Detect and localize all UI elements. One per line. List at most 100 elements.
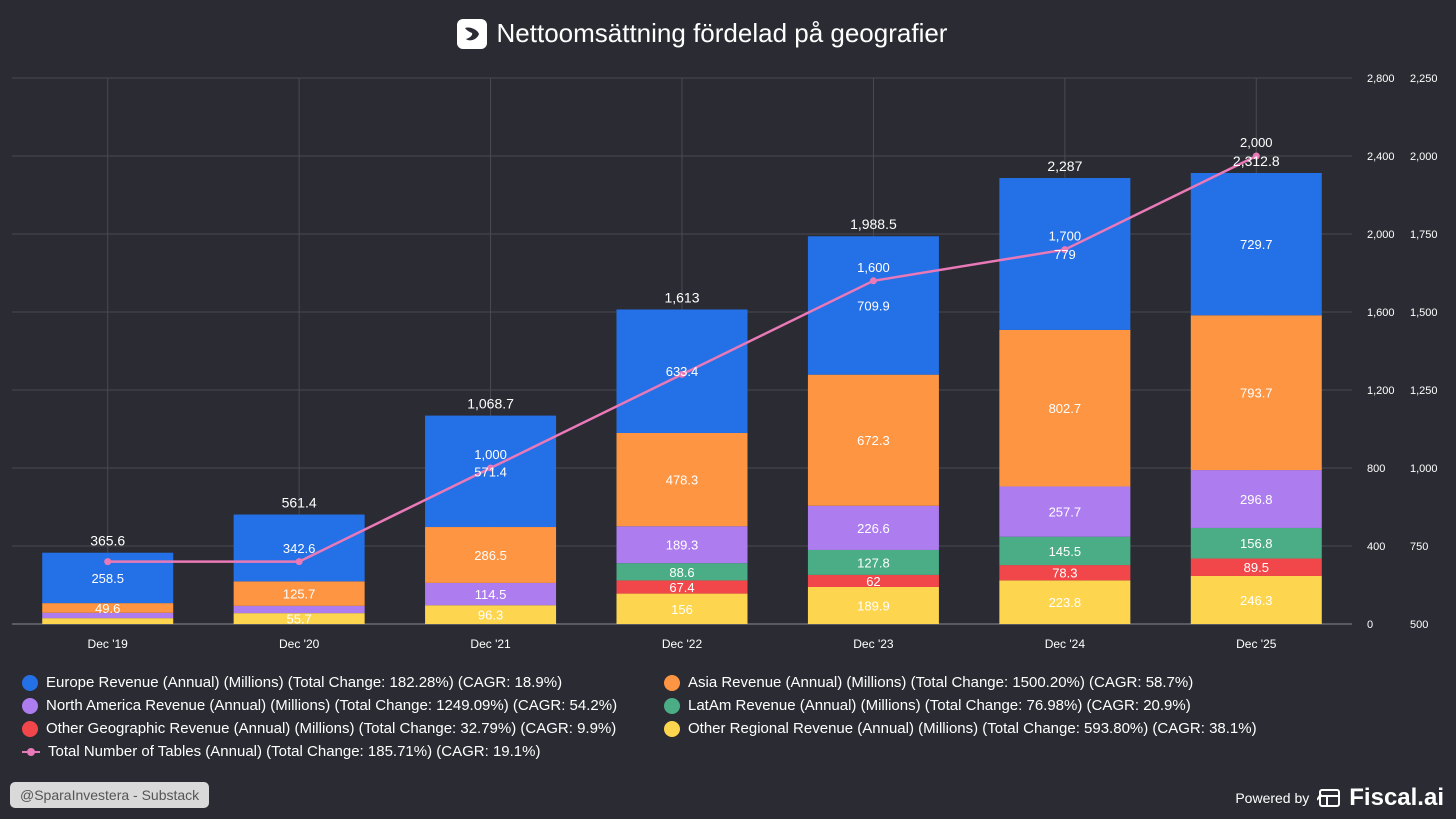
right-axis-tick: 750 [1410,541,1428,553]
bar-segment [999,178,1131,330]
bar-total-label: 365.6 [90,533,125,549]
bar-segment [233,514,365,582]
bar-total-label: 2,287 [1047,158,1082,174]
bar-segment-label: 257.7 [1049,505,1082,520]
legend-marker-icon [22,744,40,760]
bar-segment [807,574,939,587]
legend-marker-icon [22,674,38,691]
bar-segment [1190,527,1322,559]
right-axis-tick: 2,250 [1410,73,1438,85]
legend-item[interactable]: Total Number of Tables (Annual) (Total C… [22,742,664,761]
line-point [1061,246,1069,254]
bar-segment-label: 62 [866,574,880,589]
legend-label: Asia Revenue (Annual) (Millions) (Total … [688,674,1194,691]
bar-segment-label: 223.8 [1049,595,1082,610]
bar-segment [1190,558,1322,576]
axes: 0 400 800 1,200 1,600 2,000 2,400 2,800 500 750 1,… [88,73,1438,651]
legend-item[interactable]: Other Regional Revenue (Annual) (Million… [664,719,1306,738]
bar-segment-label: 156.8 [1240,536,1273,551]
bar-segment-label: 78.3 [1052,566,1077,581]
line-series [104,152,1260,566]
legend: Europe Revenue (Annual) (Millions) (Tota… [22,673,1322,761]
bar-segment-label: 114.5 [475,587,507,602]
fiscal-logo-icon [1317,789,1341,807]
bar-segment [1190,173,1322,316]
legend-item[interactable]: North America Revenue (Annual) (Millions… [22,696,664,715]
bar-segment-label: 258.5 [91,571,124,586]
bar-segment-label: 729.7 [1240,237,1273,252]
bar-segment [807,505,939,550]
bar-segment-label: 145.5 [1049,544,1082,559]
line-point-label: 1,000 [474,447,507,462]
line-point [487,464,495,472]
bar-segment-label: 89.5 [1244,560,1269,575]
bar-segment-label: 55.7 [286,612,311,627]
line-point-label: 1,700 [1049,229,1082,244]
legend-marker-icon [22,697,38,714]
bar-segment-label: 189.3 [666,538,699,553]
bar-segment-label: 793.7 [1240,386,1273,401]
left-axis-tick: 2,400 [1367,151,1395,163]
legend-label: Total Number of Tables (Annual) (Total C… [48,743,541,760]
bar-segment [233,581,365,606]
bar-segment-label: 156 [671,602,693,617]
legend-marker-icon [664,720,680,737]
chart-title-wrap: Nettoomsättning fördelad på geografier [0,18,1404,49]
bar-segment-label: 709.9 [857,298,890,313]
legend-marker-icon [22,720,38,737]
bar-segment [616,593,748,624]
line-point [869,277,877,285]
bar-segment [999,329,1131,487]
powered-by-label: Powered by [1235,790,1310,806]
legend-marker-icon [664,674,680,691]
bar-segment-label: 96.3 [478,608,503,623]
legend-item[interactable]: Europe Revenue (Annual) (Millions) (Tota… [22,673,664,692]
bar-segment [425,605,557,624]
x-axis-tick: Dec '20 [279,637,320,651]
legend-item[interactable]: Other Geographic Revenue (Annual) (Milli… [22,719,664,738]
bar-segment [425,582,557,606]
x-axis-tick: Dec '23 [853,637,894,651]
left-axis-tick: 1,200 [1367,385,1395,397]
bar-segment-label: 633.4 [666,364,699,379]
bar-segment [807,586,939,624]
legend-item[interactable]: Asia Revenue (Annual) (Millions) (Total … [664,673,1306,692]
right-axis-tick: 500 [1410,619,1428,631]
chart-title: Nettoomsättning fördelad på geografier [496,18,948,48]
bar-total-label: 561.4 [282,495,317,511]
bar-segment [807,236,939,375]
x-axis-tick: Dec '22 [662,637,703,651]
x-axis-tick: Dec '19 [88,637,129,651]
legend-label: North America Revenue (Annual) (Millions… [46,697,618,714]
bar-segment [233,605,365,614]
left-axis-tick: 2,000 [1367,229,1395,241]
bar-segment-label: 226.6 [857,521,890,536]
legend-label: Europe Revenue (Annual) (Millions) (Tota… [46,674,563,691]
bar-segment-label: 342.6 [283,541,316,556]
bar-segment [42,603,174,613]
right-axis-tick: 1,000 [1410,463,1438,475]
line-point [104,558,112,566]
x-axis-tick: Dec '24 [1045,637,1086,651]
bar-segment [425,527,557,583]
bar-segment-label: 189.9 [857,598,890,613]
bar-segment-label: 571.4 [474,464,507,479]
bar-segment-label: 246.3 [1240,593,1273,608]
bars [42,173,1322,624]
left-axis-tick: 1,600 [1367,307,1395,319]
bar-total-label: 1,068.7 [467,396,514,412]
left-axis-tick: 0 [1367,619,1373,631]
data-labels: 49.6 258.5 365.6 55.7 125.7 342.6 561.4 96.3 114… [90,135,1280,627]
line-point-label: 1,600 [857,260,890,275]
line-point-label: 2,000 [1240,135,1273,150]
bar-total-label: 1,988.5 [850,216,897,232]
bar-segment [1190,315,1322,471]
bar-segment [616,580,748,594]
line-point [295,558,303,566]
bar-segment-label: 296.8 [1240,492,1273,507]
legend-marker-icon [664,697,680,714]
bar-segment [42,612,174,619]
left-axis-tick: 400 [1367,541,1385,553]
legend-item[interactable]: LatAm Revenue (Annual) (Millions) (Total… [664,696,1306,715]
